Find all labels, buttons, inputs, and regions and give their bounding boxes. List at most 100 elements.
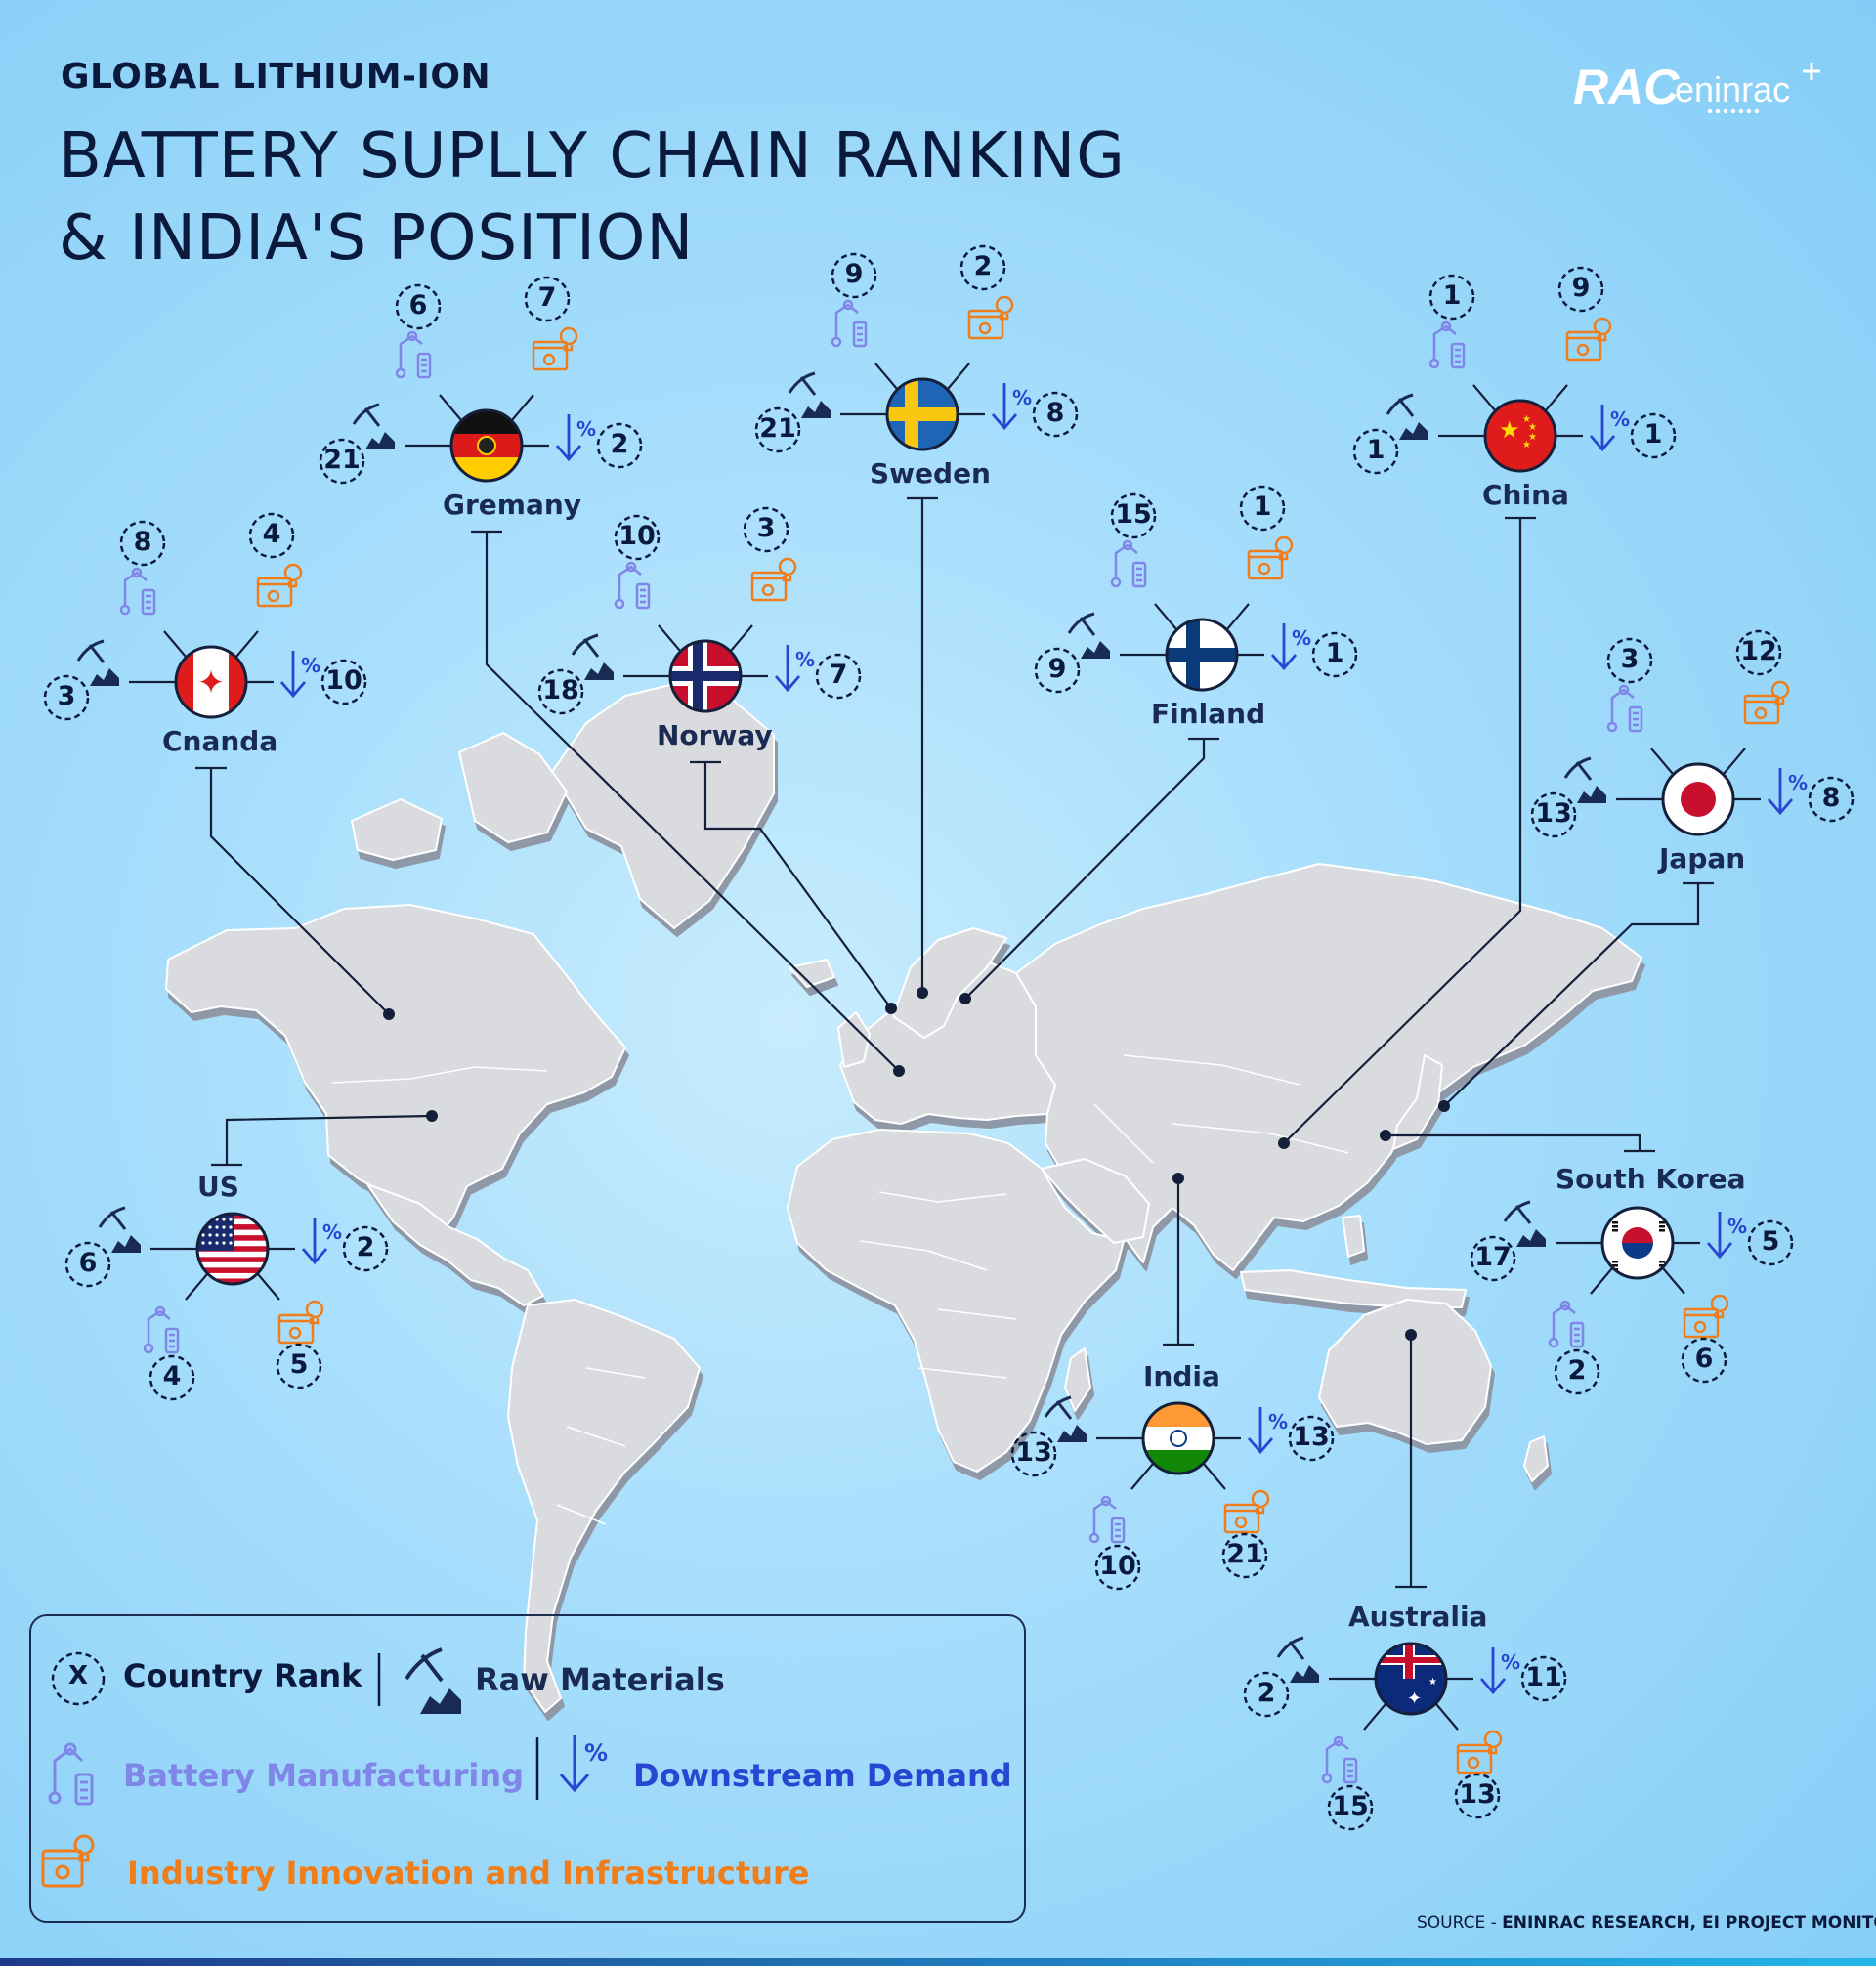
battery-manufacturing-icon xyxy=(614,561,651,610)
downstream-demand-rank: 11 xyxy=(1525,1662,1562,1692)
downstream-demand-rank: 5 xyxy=(1761,1226,1780,1257)
sweden-flag-icon xyxy=(887,379,958,449)
battery-manufacturing-icon xyxy=(143,1305,180,1354)
japan-shape xyxy=(1392,1054,1443,1150)
battery-manufacturing-rank: 9 xyxy=(844,259,864,289)
industry-innovation-rank-badge xyxy=(248,512,295,559)
country-name: China xyxy=(1482,479,1569,511)
country-node: % xyxy=(1563,680,1808,836)
raw-materials-rank-badge xyxy=(1352,428,1399,475)
svg-text:%: % xyxy=(322,1220,342,1244)
battery-manufacturing-icon xyxy=(1606,684,1643,733)
country-node: % xyxy=(1503,1200,1747,1348)
country-name: Norway xyxy=(657,719,773,751)
legend-battery-manufacturing: Battery Manufacturing xyxy=(123,1757,525,1794)
downstream-demand-rank-badge xyxy=(1288,1415,1335,1462)
south-korea-flag-icon xyxy=(1602,1208,1673,1278)
legend-box: % X Country Rank Raw Materials Battery M… xyxy=(29,1614,1026,1923)
raw-materials-rank: 17 xyxy=(1474,1242,1512,1272)
battery-manufacturing-rank: 6 xyxy=(408,290,428,321)
country-name: US xyxy=(197,1171,239,1203)
battery-manufacturing-rank: 15 xyxy=(1332,1791,1369,1821)
downstream-demand-rank: 2 xyxy=(610,429,629,459)
country-node: % xyxy=(1044,1395,1288,1544)
raw-materials-icon xyxy=(98,1206,141,1253)
industry-innovation-icon xyxy=(1223,1489,1270,1534)
svg-text:✦: ✦ xyxy=(1407,1688,1422,1709)
source-note: SOURCE - ENINRAC RESEARCH, EI PROJECT MO… xyxy=(1417,1913,1876,1933)
industry-innovation-rank: 21 xyxy=(1226,1539,1263,1569)
central-america-shape xyxy=(366,1183,544,1306)
battery-manufacturing-rank: 4 xyxy=(162,1361,182,1391)
downstream-demand-icon: % xyxy=(1479,1647,1520,1695)
battery-manufacturing-icon xyxy=(1321,1735,1358,1784)
svg-text:★: ★ xyxy=(1528,422,1537,433)
rank-symbol: X xyxy=(67,1661,89,1690)
downstream-demand-rank: 13 xyxy=(1293,1422,1330,1452)
downstream-demand-icon: % xyxy=(1270,623,1311,671)
india-flag-icon xyxy=(1143,1403,1214,1474)
page-subtitle: GLOBAL LITHIUM-ION xyxy=(61,57,491,97)
industry-innovation-rank: 7 xyxy=(537,282,557,313)
country-node: % xyxy=(571,557,815,713)
svg-text:%: % xyxy=(584,1739,608,1767)
raw-materials-rank-badge xyxy=(1034,647,1081,694)
country-name: Finland xyxy=(1151,698,1266,730)
finland-flag-icon xyxy=(1167,620,1237,690)
canada-flag-icon: ✦ xyxy=(176,647,246,717)
raw-materials-icon xyxy=(1386,393,1428,440)
country-name: Japan xyxy=(1659,842,1746,875)
industry-innovation-rank-badge xyxy=(1221,1532,1268,1579)
battery-manufacturing-rank: 1 xyxy=(1442,280,1462,311)
downstream-demand-icon: % xyxy=(1706,1212,1747,1260)
downstream-demand-rank: 8 xyxy=(1821,783,1841,813)
battery-manufacturing-rank: 10 xyxy=(1099,1551,1136,1581)
battery-manufacturing-icon xyxy=(1428,321,1466,369)
svg-text:★: ★ xyxy=(1428,1677,1437,1688)
downstream-demand-icon: % xyxy=(1767,768,1808,816)
downstream-demand-icon: % xyxy=(1247,1407,1288,1455)
legend-industry-innovation: Industry Innovation and Infrastructure xyxy=(127,1855,810,1892)
battery-manufacturing-rank-badge xyxy=(1327,1784,1374,1831)
raw-materials-rank-badge xyxy=(537,668,584,715)
downstream-demand-icon: % xyxy=(991,383,1032,431)
industry-innovation-icon xyxy=(1247,535,1294,580)
svg-text:%: % xyxy=(1268,1410,1288,1433)
industry-innovation-rank: 3 xyxy=(756,513,776,543)
raw-materials-rank: 1 xyxy=(1366,435,1386,465)
svg-text:%: % xyxy=(795,648,815,671)
us-flag-icon xyxy=(197,1214,268,1284)
battery-manufacturing-icon xyxy=(1110,539,1147,588)
downstream-demand-icon: % xyxy=(774,645,815,693)
raw-materials-icon xyxy=(1563,756,1606,803)
raw-materials-icon xyxy=(1503,1200,1546,1247)
raw-materials-rank: 9 xyxy=(1047,654,1067,684)
downstream-demand-icon: % xyxy=(1589,405,1630,452)
raw-materials-icon xyxy=(571,633,614,680)
iceland-shape xyxy=(789,959,835,988)
australia-shape xyxy=(1318,1299,1492,1445)
raw-materials-rank-badge xyxy=(1530,791,1577,838)
industry-innovation-icon xyxy=(967,295,1014,340)
raw-materials-rank-badge xyxy=(754,406,801,453)
battery-manufacturing-rank-badge xyxy=(1554,1348,1600,1395)
battery-manufacturing-rank: 8 xyxy=(133,527,152,557)
legend-raw-materials: Raw Materials xyxy=(475,1661,725,1698)
raw-materials-rank: 21 xyxy=(759,413,796,444)
indonesia-shape xyxy=(1240,1269,1467,1308)
country-node: ✦% xyxy=(76,563,320,719)
industry-innovation-icon xyxy=(1456,1730,1503,1774)
raw-materials-rank: 13 xyxy=(1535,798,1572,829)
downstream-demand-rank: 8 xyxy=(1045,398,1065,428)
svg-text:%: % xyxy=(1292,626,1311,650)
battery-manufacturing-rank-badge xyxy=(614,514,661,561)
country-name: Gremany xyxy=(443,489,582,521)
madagascar-shape xyxy=(1064,1347,1091,1412)
connector-lines xyxy=(195,496,1714,1589)
logo-text-primary: RAC xyxy=(1573,60,1680,114)
scandinavia-shape xyxy=(892,927,1007,1039)
industry-innovation-icon xyxy=(277,1300,324,1345)
raw-materials-icon xyxy=(1276,1636,1319,1683)
